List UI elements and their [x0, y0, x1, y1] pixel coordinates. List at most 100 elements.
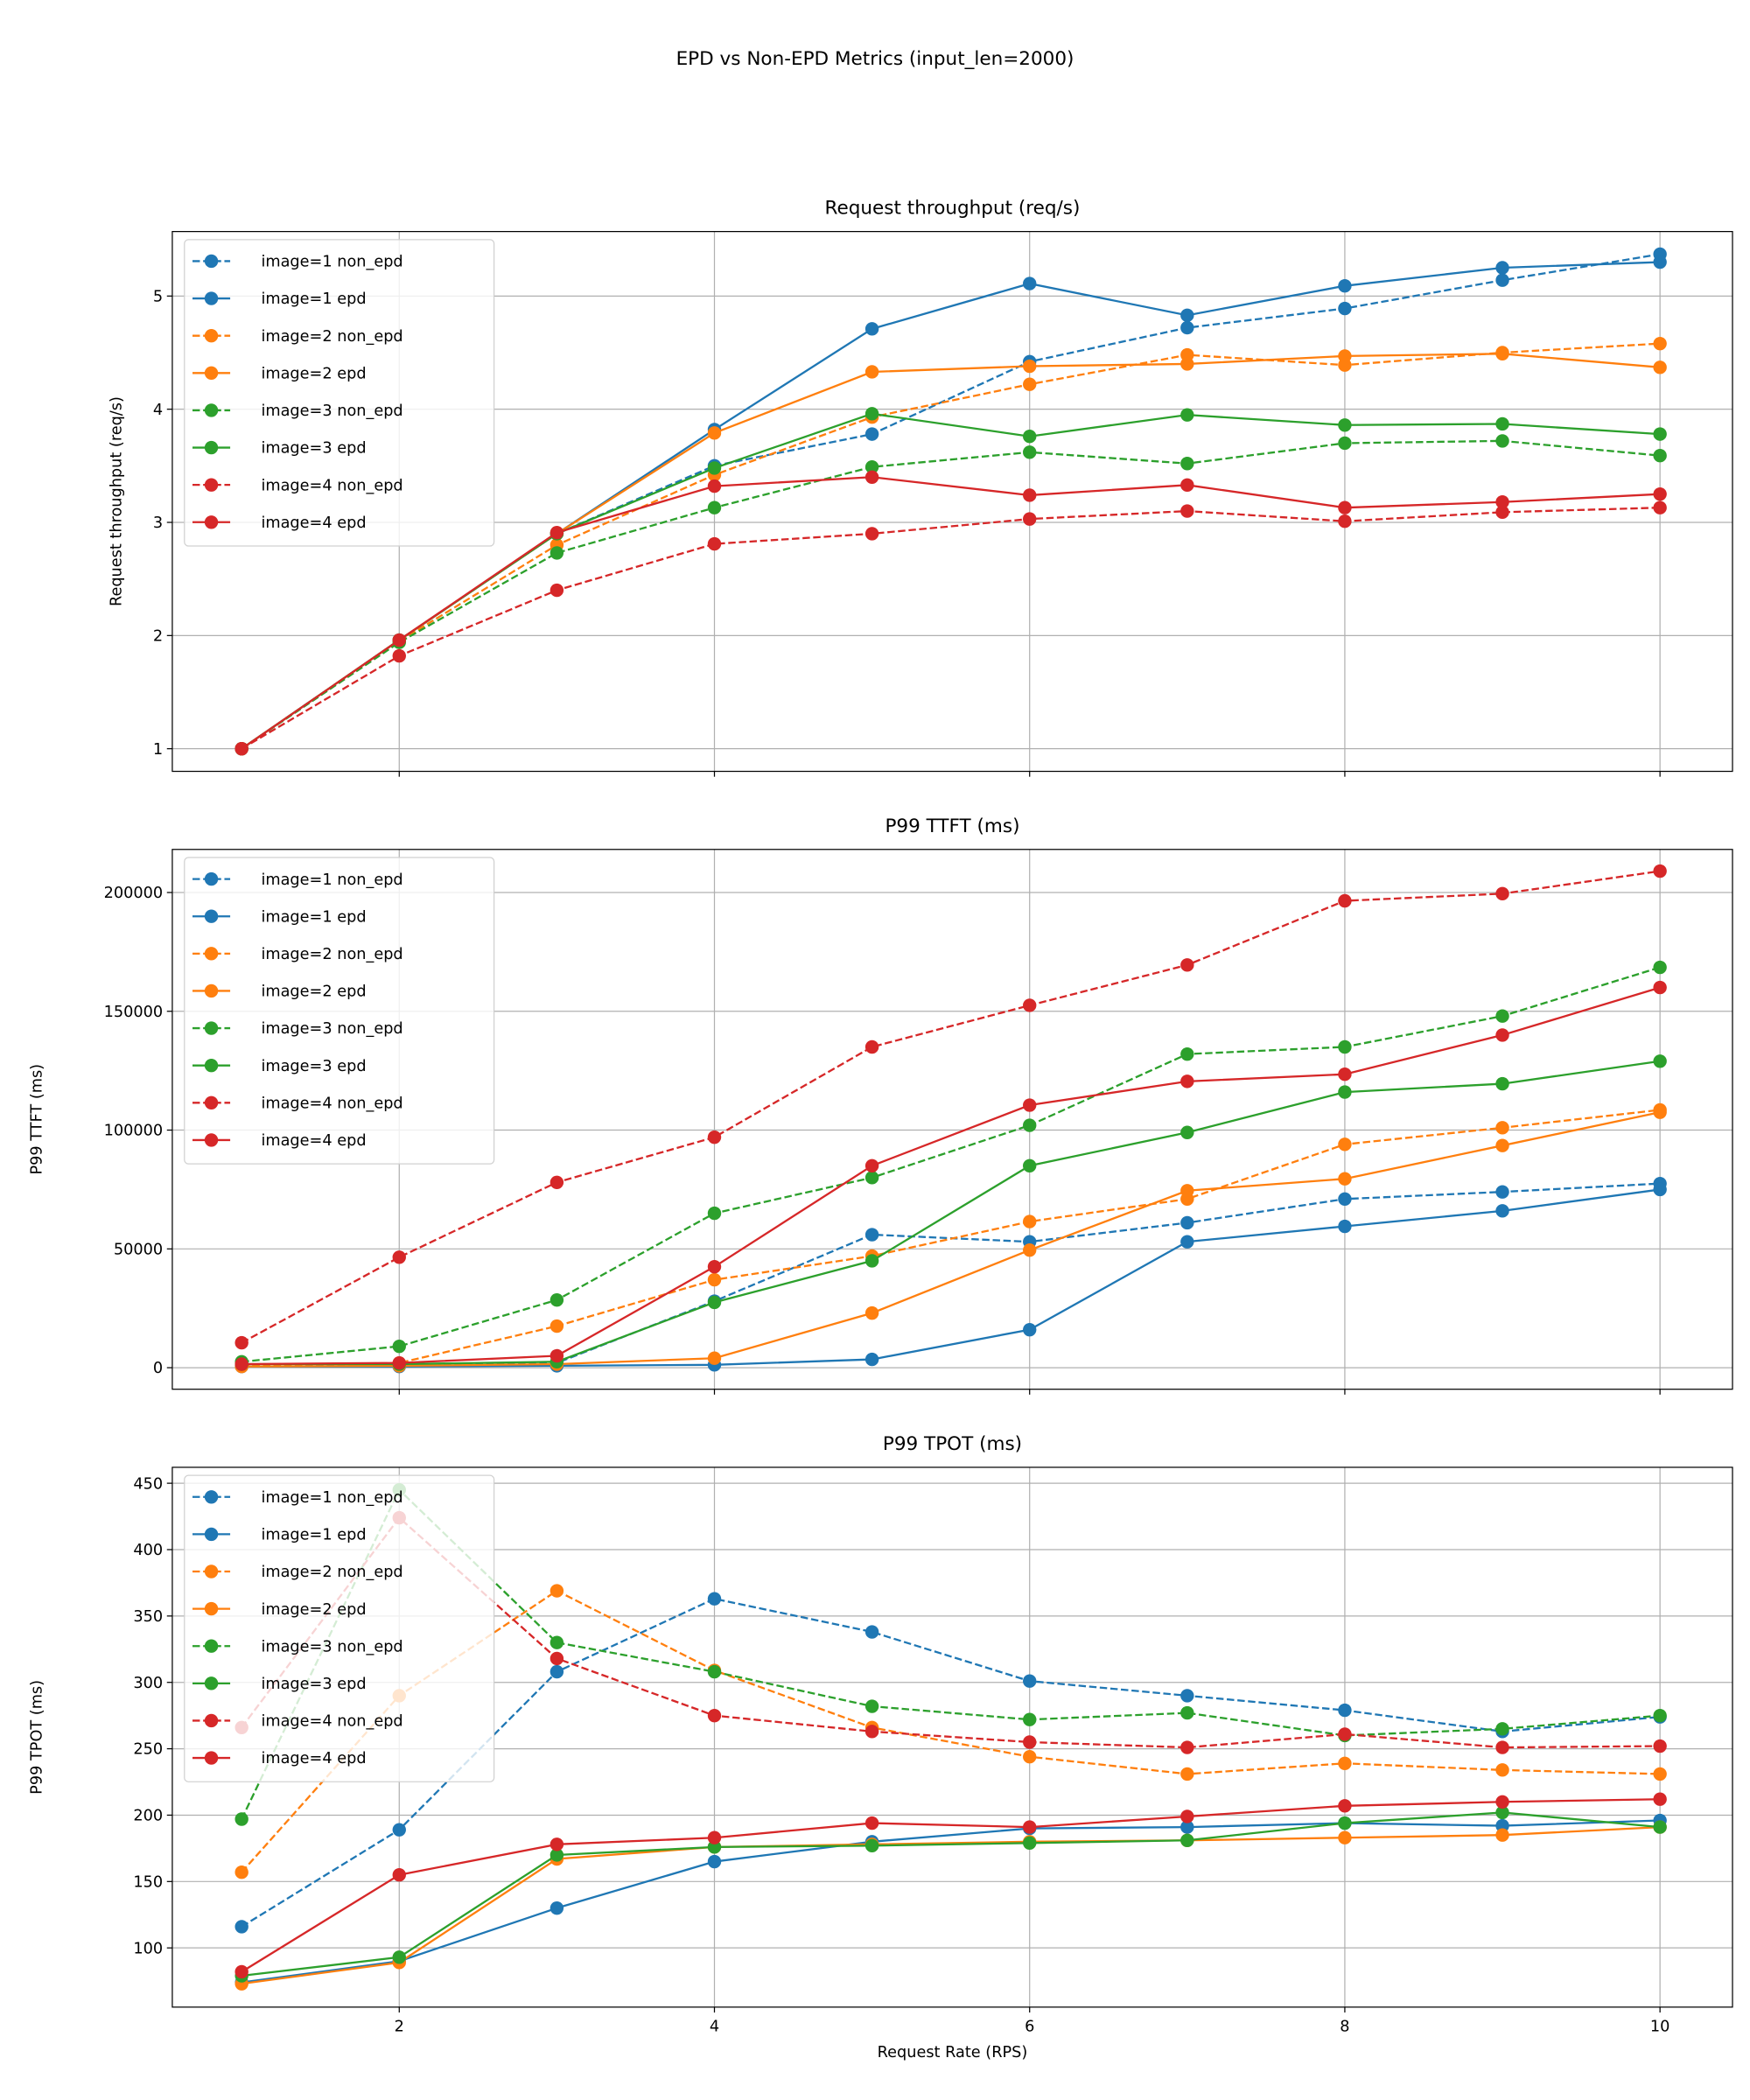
- data-point: [1338, 1816, 1352, 1830]
- data-point: [1023, 512, 1037, 526]
- axes-frame: [172, 1466, 1733, 2008]
- data-point: [1180, 504, 1194, 518]
- data-point: [1180, 1833, 1194, 1847]
- y-axis-label: P99 TTFT (ms): [29, 1064, 46, 1175]
- data-point: [707, 536, 722, 551]
- legend-marker: [204, 329, 219, 343]
- x-tick-label: 8: [1340, 2019, 1349, 2036]
- data-point: [1338, 514, 1352, 528]
- legend-marker: [204, 909, 219, 923]
- series-image-1-non-epd: [234, 1592, 1667, 1934]
- y-tick-label: 150000: [104, 1004, 164, 1021]
- data-point: [707, 426, 722, 440]
- data-point: [707, 479, 722, 494]
- data-point: [1338, 1192, 1352, 1206]
- data-point: [1180, 1184, 1194, 1198]
- data-point: [707, 1708, 722, 1723]
- x-axis-label: Request Rate (RPS): [878, 2044, 1028, 2062]
- series-line: [241, 439, 1661, 750]
- figure-title: EPD vs Non-EPD Metrics (input_len=2000): [676, 48, 1074, 70]
- data-point: [864, 365, 879, 379]
- legend-marker: [204, 1490, 219, 1504]
- legend-marker: [204, 1601, 219, 1616]
- legend-item: image=3 epd: [192, 440, 367, 458]
- data-point: [1338, 436, 1352, 451]
- data-point: [1023, 1820, 1037, 1834]
- y-tick-label: 100: [133, 1940, 163, 1957]
- subplot-2: P99 TTFT (ms) 0 50000 100000 150000 200000 P99…: [29, 816, 1733, 1395]
- data-point: [1338, 418, 1352, 432]
- data-point: [550, 525, 564, 540]
- subplot-3: P99 TPOT (ms) 2 4 6 8 10 100 150 200 250 300 350 400…: [29, 1433, 1733, 2062]
- data-point: [1023, 1158, 1037, 1172]
- legend-item: image=1 epd: [192, 1527, 367, 1544]
- data-point: [1180, 357, 1194, 371]
- data-point: [1023, 445, 1037, 459]
- series-line: [241, 342, 1661, 750]
- data-point: [1180, 1689, 1194, 1703]
- data-point: [1653, 1182, 1667, 1197]
- legend-item: image=1 non_epd: [192, 254, 403, 271]
- y-tick-label: 450: [133, 1475, 163, 1493]
- data-point: [1495, 1138, 1509, 1152]
- data-point: [864, 1228, 879, 1242]
- data-point: [234, 1357, 248, 1371]
- data-point: [864, 470, 879, 484]
- data-point: [1023, 1749, 1037, 1764]
- legend-item: image=4 epd: [192, 1132, 367, 1150]
- legend-item: image=2 non_epd: [192, 328, 403, 346]
- series-image-4-non-epd: [234, 500, 1667, 756]
- subplot-title: Request throughput (req/s): [825, 198, 1081, 220]
- data-point: [1495, 1805, 1509, 1820]
- plot-area: [234, 1483, 1667, 1991]
- subplot-title: P99 TPOT (ms): [883, 1433, 1022, 1455]
- data-point: [234, 1812, 248, 1826]
- legend-marker: [204, 1639, 219, 1653]
- data-point: [864, 1158, 879, 1172]
- legend-item: image=3 epd: [192, 1058, 367, 1075]
- data-point: [1338, 1172, 1352, 1186]
- data-point: [707, 1351, 722, 1365]
- legend-item: image=4 non_epd: [192, 1095, 403, 1112]
- series-image-4-epd: [234, 980, 1667, 1371]
- data-point: [864, 1699, 879, 1713]
- legend-label: image=4 non_epd: [261, 477, 402, 494]
- legend-item: image=4 non_epd: [192, 477, 403, 494]
- data-point: [1495, 1740, 1509, 1754]
- data-point: [1023, 276, 1037, 290]
- legend-label: image=1 epd: [261, 908, 366, 926]
- legend-item: image=3 epd: [192, 1676, 367, 1693]
- legend-marker: [204, 1527, 219, 1542]
- data-point: [1023, 1242, 1037, 1257]
- series-image-3-epd: [234, 1805, 1667, 1983]
- legend-label: image=4 epd: [261, 1750, 366, 1768]
- data-point: [1180, 457, 1194, 471]
- data-point: [707, 1130, 722, 1144]
- data-point: [1023, 1674, 1037, 1688]
- data-point: [392, 1950, 406, 1964]
- data-point: [1653, 449, 1667, 463]
- data-point: [550, 1900, 564, 1915]
- legend-label: image=1 epd: [261, 290, 366, 308]
- data-point: [1653, 336, 1667, 351]
- series-line: [241, 253, 1661, 750]
- data-point: [1653, 1708, 1667, 1723]
- data-point: [550, 546, 564, 560]
- data-point: [1653, 960, 1667, 975]
- data-point: [234, 741, 248, 756]
- plot-area: [234, 864, 1667, 1374]
- data-point: [707, 1272, 722, 1287]
- legend-marker: [204, 1676, 219, 1690]
- legend-marker: [204, 984, 219, 998]
- data-point: [1653, 486, 1667, 501]
- data-point: [1180, 958, 1194, 972]
- series-line: [242, 1811, 1661, 1978]
- data-point: [1180, 1046, 1194, 1061]
- legend-item: image=1 non_epd: [192, 872, 403, 889]
- data-point: [1495, 505, 1509, 520]
- legend-label: image=3 epd: [261, 440, 366, 458]
- data-point: [1495, 1121, 1509, 1135]
- data-point: [1653, 1767, 1667, 1782]
- data-point: [1023, 488, 1037, 502]
- data-point: [1495, 886, 1509, 901]
